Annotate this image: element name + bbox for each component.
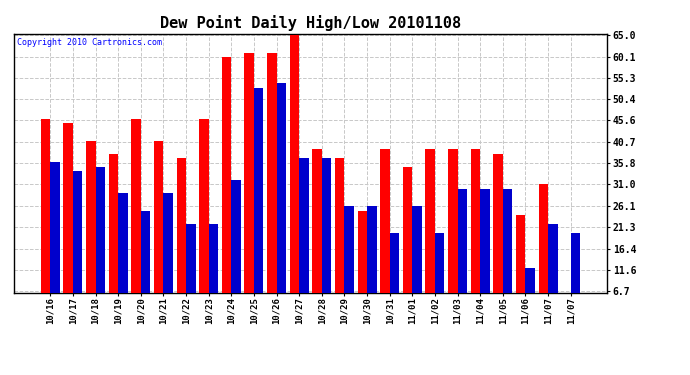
Bar [299, 158, 308, 321]
Bar [322, 158, 331, 321]
Bar [548, 224, 558, 321]
Bar [571, 233, 580, 321]
Bar [313, 149, 322, 321]
Bar [413, 206, 422, 321]
Bar [448, 149, 457, 321]
Bar [254, 88, 264, 321]
Bar [526, 268, 535, 321]
Bar [539, 184, 548, 321]
Bar [493, 154, 503, 321]
Bar [426, 149, 435, 321]
Bar [154, 141, 164, 321]
Bar [344, 206, 354, 321]
Bar [108, 154, 118, 321]
Bar [231, 180, 241, 321]
Bar [277, 83, 286, 321]
Bar [164, 193, 173, 321]
Bar [390, 233, 400, 321]
Bar [471, 149, 480, 321]
Bar [480, 189, 490, 321]
Bar [186, 224, 195, 321]
Bar [63, 123, 73, 321]
Bar [86, 141, 95, 321]
Bar [380, 149, 390, 321]
Bar [357, 211, 367, 321]
Bar [73, 171, 82, 321]
Bar [131, 118, 141, 321]
Bar [50, 162, 60, 321]
Bar [503, 189, 513, 321]
Bar [95, 167, 105, 321]
Bar [335, 158, 344, 321]
Bar [457, 189, 467, 321]
Bar [199, 118, 208, 321]
Bar [41, 118, 50, 321]
Bar [367, 206, 377, 321]
Bar [267, 53, 277, 321]
Bar [290, 35, 299, 321]
Bar [141, 211, 150, 321]
Bar [403, 167, 413, 321]
Bar [208, 224, 218, 321]
Bar [435, 233, 444, 321]
Text: Copyright 2010 Cartronics.com: Copyright 2010 Cartronics.com [17, 38, 161, 46]
Bar [221, 57, 231, 321]
Bar [516, 215, 526, 321]
Title: Dew Point Daily High/Low 20101108: Dew Point Daily High/Low 20101108 [160, 15, 461, 31]
Bar [177, 158, 186, 321]
Bar [244, 53, 254, 321]
Bar [118, 193, 128, 321]
